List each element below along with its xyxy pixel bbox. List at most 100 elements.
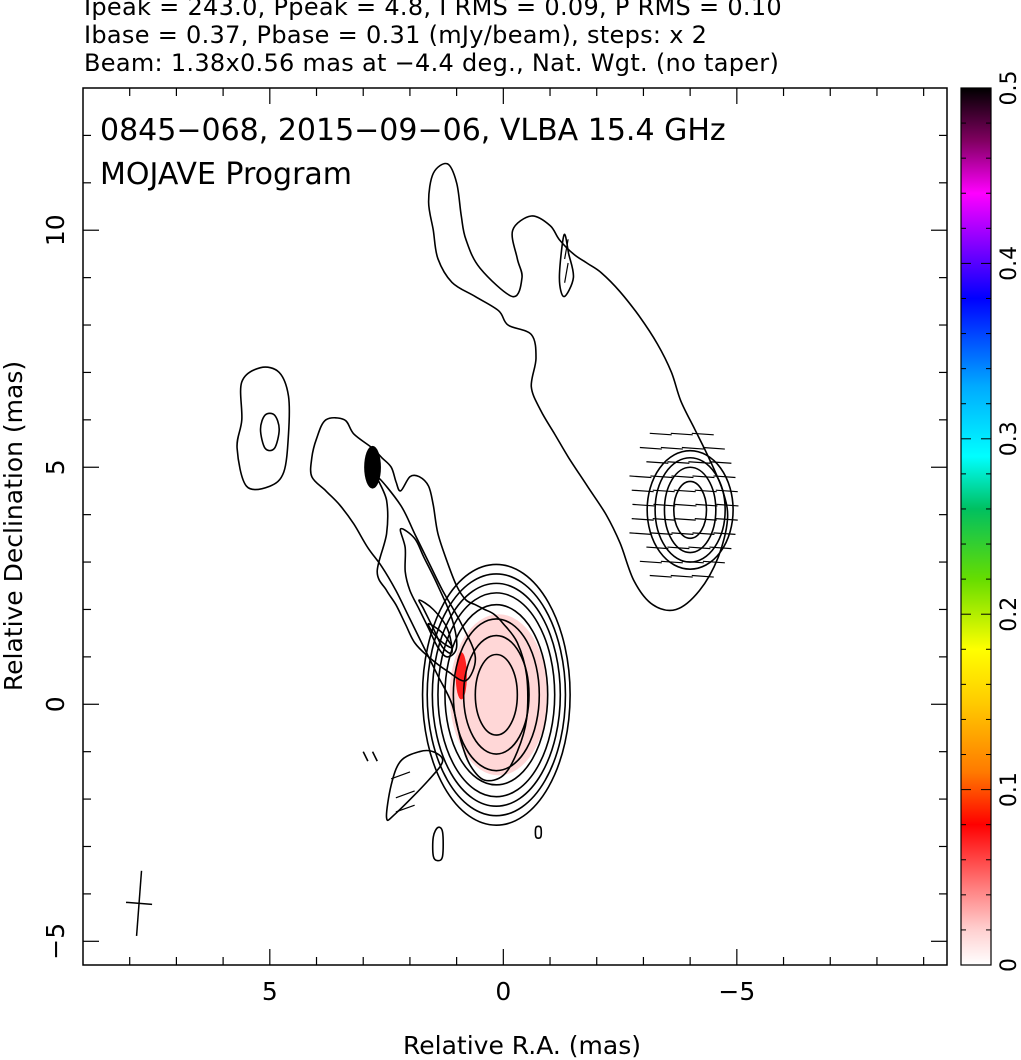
- evpa-vector: [671, 475, 694, 479]
- evpa-vector: [673, 518, 696, 521]
- component-contour: [646, 449, 734, 570]
- component-contour: [654, 456, 726, 563]
- colorbar-tick-label: 0.5: [997, 71, 1021, 106]
- plot-frame: [82, 87, 948, 966]
- colorbar-tick-label: 0: [997, 958, 1021, 972]
- header-stats-line-1: Ipeak = 243.0, Ppeak = 4.8, I RMS = 0.09…: [84, 0, 782, 21]
- evpa-vector: [691, 432, 714, 436]
- core-contour: [474, 653, 519, 736]
- outer-contour: [362, 751, 369, 762]
- evpa-vector: [395, 790, 415, 799]
- evpa-vector: [653, 503, 676, 507]
- colorbar-tick-label: 0.3: [997, 421, 1021, 456]
- y-tick-label: 0: [41, 696, 70, 712]
- evpa-vector: [715, 518, 738, 521]
- evpa-vector: [695, 503, 718, 507]
- outer-contour: [376, 475, 477, 682]
- colorbar-tick-labels: 0 0.1 0.2 0.3 0.4 0.5: [997, 71, 1021, 973]
- core-contour: [421, 563, 571, 826]
- evpa-vector: [631, 489, 654, 493]
- evpa-vector: [564, 262, 569, 283]
- outer-contour: [259, 412, 280, 452]
- component-contour: [672, 480, 708, 540]
- y-tick-label: −5: [41, 923, 70, 960]
- evpa-vector: [395, 804, 415, 813]
- core-contour: [452, 618, 541, 772]
- core-contour: [437, 592, 556, 798]
- outer-contour: [431, 826, 444, 862]
- core-contour: [426, 573, 567, 817]
- evpa-vector: [713, 532, 736, 535]
- evpa-vector: [639, 560, 662, 564]
- evpa-vector: [688, 546, 711, 550]
- evpa-vector: [681, 446, 704, 450]
- core-contour: [462, 634, 530, 755]
- evpa-vectors: [390, 239, 739, 813]
- colorbar-tick-label: 0.2: [997, 597, 1021, 632]
- y-tick-label: 10: [41, 214, 70, 246]
- evpa-vector: [716, 503, 739, 507]
- y-tick-labels: −5 0 5 10: [41, 214, 70, 959]
- x-axis-ticks: [129, 88, 925, 965]
- map-title: 0845−068, 2015−09−06, VLBA 15.4 GHz: [100, 113, 726, 148]
- beam-cross: [125, 870, 153, 937]
- evpa-vector: [646, 461, 669, 464]
- evpa-vector: [713, 475, 736, 479]
- polarization-intensity-patches: [364, 445, 548, 776]
- outer-contour: [558, 233, 575, 298]
- core-contour: [444, 603, 549, 786]
- evpa-vector: [652, 518, 675, 521]
- evpa-vector: [694, 518, 717, 521]
- evpa-vector: [649, 574, 672, 578]
- evpa-vector: [649, 432, 672, 436]
- y-axis-ticks: [83, 134, 947, 942]
- header-stats-line-2: Ibase = 0.37, Pbase = 0.31 (mJy/beam), s…: [84, 21, 708, 49]
- evpa-vector: [702, 560, 725, 564]
- x-tick-labels: 5 0 −5: [262, 977, 755, 1006]
- colorbar-ticks: [961, 87, 991, 966]
- evpa-vector: [667, 546, 690, 550]
- x-tick-label: 5: [262, 977, 278, 1006]
- evpa-vector: [670, 574, 693, 578]
- evpa-vector: [709, 546, 732, 550]
- map-subtitle: MOJAVE Program: [100, 157, 352, 192]
- component-contour: [663, 466, 717, 554]
- x-tick-label: −5: [718, 977, 755, 1006]
- colorbar-tick-label: 0.1: [997, 772, 1021, 807]
- evpa-vector: [692, 475, 715, 479]
- evpa-vector: [646, 546, 669, 550]
- evpa-vector: [660, 560, 683, 564]
- outer-contour: [236, 366, 291, 491]
- x-axis-label: Relative R.A. (mas): [403, 1031, 641, 1060]
- outer-contour: [309, 416, 529, 782]
- y-tick-label: 5: [41, 459, 70, 475]
- evpa-vector: [688, 461, 711, 464]
- evpa-vector: [632, 503, 655, 507]
- evpa-vector: [692, 532, 715, 535]
- evpa-vector: [691, 574, 714, 578]
- total-intensity-contours: [236, 162, 734, 862]
- outer-contour: [427, 622, 453, 649]
- evpa-vector: [702, 446, 725, 450]
- y-axis-label: Relative Declination (mas): [0, 361, 28, 691]
- evpa-vector: [639, 446, 662, 450]
- evpa-vector: [629, 532, 652, 535]
- evpa-vector: [715, 489, 738, 493]
- colorbar-tick-label: 0.4: [997, 246, 1021, 281]
- evpa-vector: [564, 239, 569, 260]
- evpa-vector: [652, 489, 675, 493]
- core-contour: [431, 582, 562, 807]
- outer-contour: [399, 527, 458, 658]
- colorbar: [960, 87, 992, 966]
- evpa-vector: [694, 489, 717, 493]
- outer-contour: [427, 162, 729, 612]
- x-tick-label: 0: [495, 977, 511, 1006]
- evpa-vector: [660, 446, 683, 450]
- evpa-vector: [650, 475, 673, 479]
- evpa-vector: [709, 461, 732, 464]
- evpa-vector: [390, 771, 411, 780]
- evpa-vector: [629, 475, 652, 479]
- beam-minor-axis: [125, 901, 153, 906]
- evpa-vector: [670, 432, 693, 436]
